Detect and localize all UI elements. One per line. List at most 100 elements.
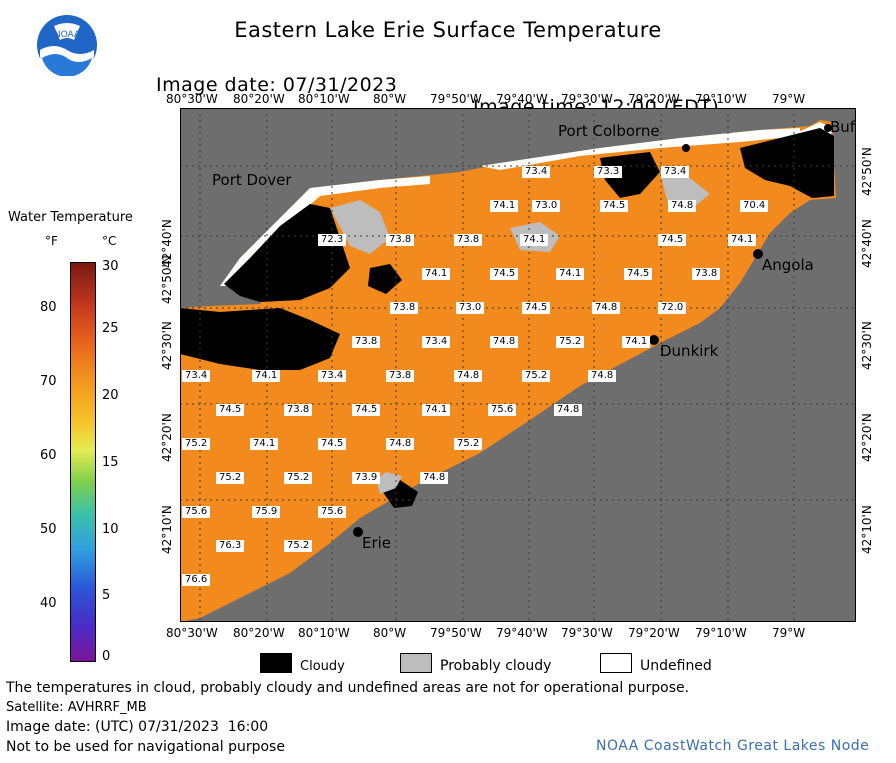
legend-probably-cloudy-swatch — [400, 653, 432, 673]
legend-c-label: 25 — [102, 321, 119, 336]
temperature-label: 74.8 — [420, 472, 449, 484]
legend-c-label: 15 — [102, 455, 119, 470]
place-dunkirk: Dunkirk — [660, 342, 719, 360]
lon-tick: 80°10'W — [298, 92, 350, 106]
lat-tick: 42°10'N — [860, 505, 874, 554]
lat-tick: 42°10'N — [160, 505, 174, 554]
cloud-area — [224, 204, 350, 302]
image-date: Image date: 07/31/2023 — [156, 74, 398, 96]
lon-tick: 80°30'W — [166, 92, 218, 106]
temperature-label: 74.1 — [422, 268, 451, 280]
temperature-label: 76.6 — [182, 574, 211, 586]
place-erie: Erie — [362, 534, 392, 552]
disclaimer: The temperatures in cloud, probably clou… — [6, 680, 690, 696]
temperature-label: 73.4 — [318, 370, 347, 382]
lon-tick: 80°20'W — [233, 92, 285, 106]
lon-tick: 79°10'W — [695, 92, 747, 106]
noaa-logo: NOAA — [36, 14, 98, 81]
temperature-label: 74.8 — [386, 438, 415, 450]
legend-c-label: 10 — [102, 522, 119, 537]
temperature-label: 72.3 — [318, 234, 347, 246]
probably-cloudy-area — [376, 472, 402, 494]
legend-probably-cloudy-label: Probably cloudy — [440, 658, 552, 674]
lon-tick: 79°40'W — [496, 92, 548, 106]
legend-f-label: 50 — [40, 522, 57, 537]
lat-tick: 42°20'N — [860, 413, 874, 462]
cloud-area — [600, 152, 660, 198]
color-scale-bar — [70, 262, 96, 662]
temperature-label: 73.4 — [182, 370, 211, 382]
credit-text: NOAA CoastWatch Great Lakes Node — [596, 738, 870, 754]
temperature-label: 74.5 — [600, 200, 629, 212]
temperature-label: 75.6 — [488, 404, 517, 416]
legend-c-label: 5 — [102, 588, 111, 603]
temperature-label: 73.8 — [352, 336, 381, 348]
cloud-area — [740, 128, 834, 198]
legend-f-label: 70 — [40, 374, 57, 389]
temperature-label: 75.2 — [182, 438, 211, 450]
place-port-colborne: Port Colborne — [558, 122, 660, 140]
temperature-label: 75.2 — [454, 438, 483, 450]
lon-tick: 79°50'W — [430, 626, 482, 640]
undefined-area — [480, 128, 800, 170]
city-dot — [682, 144, 690, 152]
temperature-label: 72.0 — [658, 302, 687, 314]
temperature-label: 74.8 — [588, 370, 617, 382]
temperature-label: 73.0 — [456, 302, 485, 314]
cloud-area — [368, 264, 402, 294]
lake-temperature-map: Port Colborne Port Dover Angola Dunkirk … — [180, 108, 856, 622]
image-date-utc: Image date: (UTC) 07/31/2023 16:00 — [6, 719, 269, 735]
temperature-label: 75.2 — [216, 472, 245, 484]
lon-tick: 79°20'W — [628, 92, 680, 106]
lon-ticks-bottom: 80°30'W 80°20'W 80°10'W 80°W 79°50'W 79°… — [0, 626, 896, 640]
temperature-label: 74.1 — [520, 234, 549, 246]
legend-c-label: 0 — [102, 649, 111, 664]
svg-text:NOAA: NOAA — [54, 30, 81, 40]
temperature-label: 73.8 — [454, 234, 483, 246]
temperature-label: 74.1 — [252, 370, 281, 382]
legend-f-label: 40 — [40, 596, 57, 611]
temperature-label: 74.5 — [490, 268, 519, 280]
temperature-label: 74.8 — [454, 370, 483, 382]
temperature-label: 73.4 — [522, 166, 551, 178]
place-port-dover: Port Dover — [212, 171, 292, 189]
temperature-label: 74.8 — [668, 200, 697, 212]
legend-undefined-label: Undefined — [640, 658, 712, 674]
lat-lon-grid — [180, 108, 856, 622]
temperature-label: 75.2 — [556, 336, 585, 348]
temperature-label: 74.8 — [592, 302, 621, 314]
temperature-label: 74.5 — [318, 438, 347, 450]
temperature-label: 74.1 — [622, 336, 651, 348]
lat-tick: 42°30'N — [160, 321, 174, 370]
temperature-label: 74.1 — [422, 404, 451, 416]
cloud-area — [180, 308, 340, 370]
temperature-label: 74.5 — [352, 404, 381, 416]
temperature-label: 73.4 — [422, 336, 451, 348]
lat-ticks-left: 42°50'N 42°40'N 42°30'N 42°20'N 42°10'N — [160, 108, 178, 622]
lon-tick: 80°10'W — [298, 626, 350, 640]
lat-tick: 42°20'N — [160, 413, 174, 462]
legend-f-label: 60 — [40, 448, 57, 463]
legend-undefined-swatch — [600, 653, 632, 673]
legend-title: Water Temperature — [8, 210, 133, 225]
temperature-label: 70.4 — [740, 200, 769, 212]
lon-tick: 80°30'W — [166, 626, 218, 640]
probably-cloudy-area — [330, 200, 390, 254]
temperature-label: 74.8 — [490, 336, 519, 348]
lon-tick: 79°20'W — [628, 626, 680, 640]
satellite-info: Satellite: AVHRRF_MB — [6, 700, 147, 715]
temperature-label: 75.2 — [284, 540, 313, 552]
temperature-label: 74.1 — [728, 234, 757, 246]
temperature-label: 74.1 — [250, 438, 279, 450]
navigation-note: Not to be used for navigational purpose — [6, 739, 285, 755]
temperature-label: 73.8 — [386, 370, 415, 382]
temperature-label: 74.5 — [658, 234, 687, 246]
temperature-label: 75.2 — [284, 472, 313, 484]
temperature-label: 74.5 — [624, 268, 653, 280]
lon-tick: 80°W — [373, 92, 407, 106]
temperature-label: 74.5 — [216, 404, 245, 416]
lon-tick: 79°W — [772, 92, 806, 106]
legend-unit-f: °F — [45, 234, 58, 248]
lon-tick: 79°30'W — [561, 92, 613, 106]
temperature-label: 76.3 — [216, 540, 245, 552]
